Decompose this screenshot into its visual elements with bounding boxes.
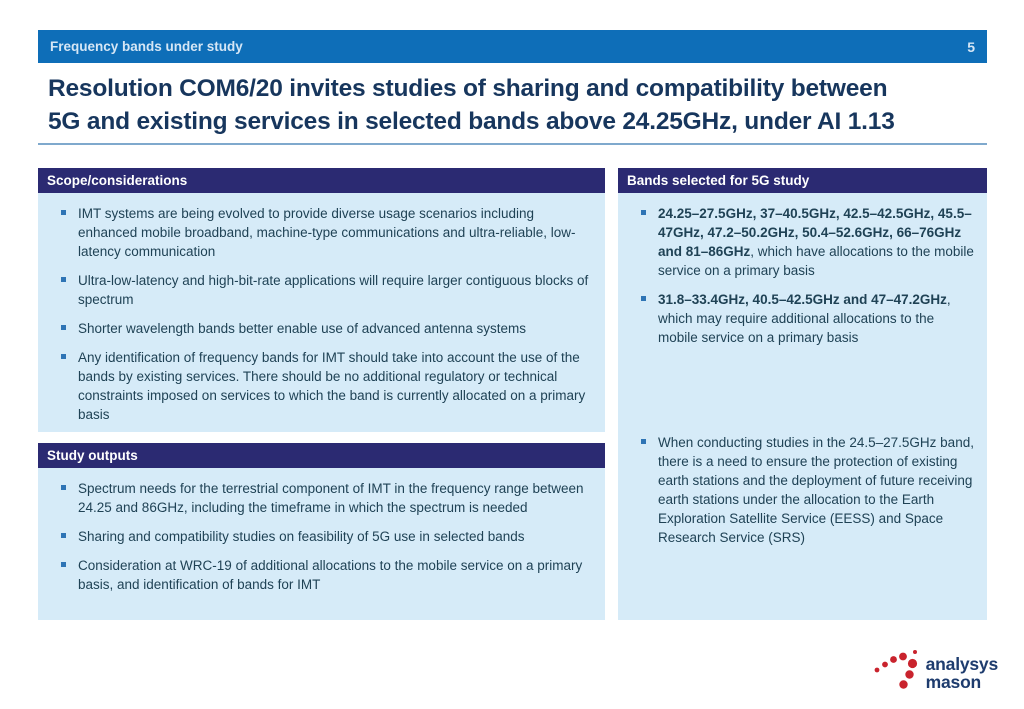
bullet-square-icon <box>61 354 66 359</box>
slide-title: Resolution COM6/20 invites studies of sh… <box>48 72 993 138</box>
list-item: When conducting studies in the 24.5–27.5… <box>631 433 975 547</box>
bands-bullet-1: 24.25–27.5GHz, 37–40.5GHz, 42.5–42.5GHz,… <box>658 204 975 280</box>
list-item: 24.25–27.5GHz, 37–40.5GHz, 42.5–42.5GHz,… <box>631 204 975 280</box>
study-outputs-panel-header: Study outputs <box>38 443 605 468</box>
bands-bullet-2-rest: , which may require additional allocatio… <box>658 292 951 345</box>
bullet-square-icon <box>61 210 66 215</box>
bands-note-bullet: When conducting studies in the 24.5–27.5… <box>658 435 974 545</box>
bullet-square-icon <box>641 210 646 215</box>
outputs-bullet-1: Spectrum needs for the terrestrial compo… <box>78 481 584 515</box>
bullet-square-icon <box>61 533 66 538</box>
logo-wordmark: analysys mason <box>925 654 999 692</box>
bands-bullet-2: 31.8–33.4GHz, 40.5–42.5GHz and 47–47.2GH… <box>658 290 975 347</box>
bullet-square-icon <box>61 562 66 567</box>
list-item: 31.8–33.4GHz, 40.5–42.5GHz and 47–47.2GH… <box>631 290 975 347</box>
scope-panel-header: Scope/considerations <box>38 168 605 193</box>
list-item: Consideration at WRC-19 of additional al… <box>51 556 593 594</box>
bands-bullet-1-bold: 24.25–27.5GHz, 37–40.5GHz, 42.5–42.5GHz,… <box>658 206 972 259</box>
analysys-mason-logo: analysys mason <box>873 649 998 697</box>
bands-panel-body: 24.25–27.5GHz, 37–40.5GHz, 42.5–42.5GHz,… <box>618 193 987 620</box>
slide-title-line2: 5G and existing services in selected ban… <box>48 108 895 135</box>
bullet-square-icon <box>641 296 646 301</box>
bands-bullet-2-bold: 31.8–33.4GHz, 40.5–42.5GHz and 47–47.2GH… <box>658 292 947 307</box>
logo-word-mason: mason <box>925 672 982 692</box>
list-item: Spectrum needs for the terrestrial compo… <box>51 479 593 517</box>
title-divider <box>38 143 987 145</box>
scope-bullet-2: Ultra-low-latency and high-bit-rate appl… <box>78 273 589 307</box>
outputs-bullet-3: Consideration at WRC-19 of additional al… <box>78 558 583 592</box>
study-outputs-panel-body: Spectrum needs for the terrestrial compo… <box>38 468 605 620</box>
list-item: IMT systems are being evolved to provide… <box>51 204 593 261</box>
slide-title-line1: Resolution COM6/20 invites studies of sh… <box>48 75 888 102</box>
bullet-square-icon <box>61 277 66 282</box>
logo-dots-icon <box>874 650 917 689</box>
bullet-square-icon <box>61 485 66 490</box>
list-item: Ultra-low-latency and high-bit-rate appl… <box>51 271 593 309</box>
outputs-bullet-2: Sharing and compatibility studies on fea… <box>78 529 525 544</box>
list-item: Sharing and compatibility studies on fea… <box>51 527 593 546</box>
bullet-square-icon <box>61 325 66 330</box>
bands-bullet-1-rest: , which have allocations to the mobile s… <box>658 244 974 278</box>
scope-bullet-3: Shorter wavelength bands better enable u… <box>78 321 527 336</box>
scope-panel-body: IMT systems are being evolved to provide… <box>38 193 605 432</box>
logo-word-analysys: analysys <box>925 654 999 674</box>
scope-bullet-4: Any identification of frequency bands fo… <box>78 350 586 422</box>
list-item: Any identification of frequency bands fo… <box>51 348 593 424</box>
header-bar-title: Frequency bands under study <box>50 39 243 54</box>
page-number: 5 <box>967 38 975 55</box>
bands-panel-header: Bands selected for 5G study <box>618 168 987 193</box>
scope-bullet-1: IMT systems are being evolved to provide… <box>78 206 576 259</box>
bullet-square-icon <box>641 439 646 444</box>
slide-header-bar: Frequency bands under study 5 <box>38 30 987 63</box>
list-item: Shorter wavelength bands better enable u… <box>51 319 593 338</box>
